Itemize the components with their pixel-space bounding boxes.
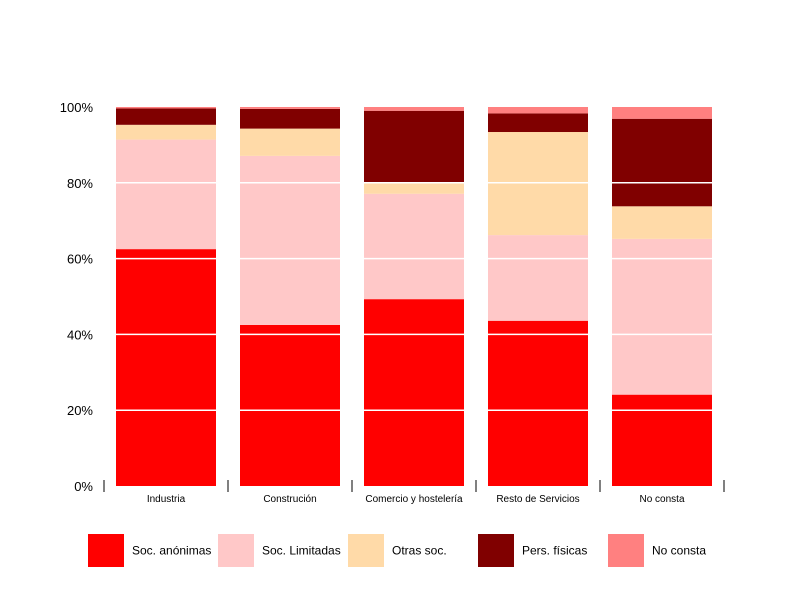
x-axis: Industria Construción Comercio y hostelerí…: [103, 480, 725, 505]
legend-label: Pers. físicas: [522, 544, 587, 558]
bar-segment: [488, 107, 588, 114]
legend-label: Otras soc.: [392, 544, 447, 558]
bar-segment: [116, 139, 216, 250]
y-tick-label: 0%: [74, 479, 93, 494]
bar-segment: [612, 394, 712, 486]
bar-segment: [488, 320, 588, 486]
legend-item: Soc. anónimas: [88, 534, 211, 567]
y-tick-label: 60%: [67, 252, 93, 267]
bar-segment: [612, 107, 712, 119]
bars: [116, 107, 712, 486]
bar-segment: [116, 249, 216, 486]
bar-segment: [364, 182, 464, 194]
bar-segment: [240, 108, 340, 129]
legend-swatch: [348, 534, 384, 567]
legend-item: No consta: [608, 534, 706, 567]
gridlines: [116, 182, 712, 411]
legend-item: Soc. Limitadas: [218, 534, 341, 567]
bar-segment: [612, 238, 712, 395]
bar-segment: [612, 118, 712, 207]
legend-item: Otras soc.: [348, 534, 447, 567]
bar-segment: [488, 132, 588, 236]
bar-segment: [488, 235, 588, 321]
bar-segment: [612, 206, 712, 239]
bar-segment: [240, 324, 340, 486]
bar-segment: [364, 193, 464, 300]
bar-segment: [240, 155, 340, 325]
y-tick-label: 100%: [60, 100, 94, 115]
y-axis: 0% 20% 40% 60% 80% 100%: [60, 100, 94, 494]
bar-segment: [116, 108, 216, 125]
x-category-label: No consta: [639, 494, 684, 505]
legend-swatch: [478, 534, 514, 567]
y-tick-label: 20%: [67, 403, 93, 418]
legend-label: Soc. anónimas: [132, 544, 211, 558]
y-tick-label: 80%: [67, 176, 93, 191]
x-category-label: Construción: [263, 494, 316, 505]
bar-segment: [116, 107, 216, 109]
legend: Soc. anónimas Soc. Limitadas Otras soc. Per…: [88, 534, 706, 567]
legend-item: Pers. físicas: [478, 534, 587, 567]
legend-label: No consta: [652, 544, 706, 558]
legend-label: Soc. Limitadas: [262, 544, 341, 558]
bar-segment: [116, 124, 216, 140]
legend-swatch: [218, 534, 254, 567]
bar-segment: [364, 299, 464, 486]
bar-segment: [364, 107, 464, 111]
x-category-label: Resto de Servicios: [496, 494, 579, 505]
bar-segment: [488, 113, 588, 133]
bar-segment: [240, 128, 340, 156]
bar-segment: [240, 107, 340, 109]
x-category-label: Comercio y hostelería: [365, 494, 463, 505]
bar-segment: [364, 110, 464, 183]
x-category-label: Industria: [147, 494, 186, 505]
legend-swatch: [608, 534, 644, 567]
legend-swatch: [88, 534, 124, 567]
y-tick-label: 40%: [67, 327, 93, 342]
